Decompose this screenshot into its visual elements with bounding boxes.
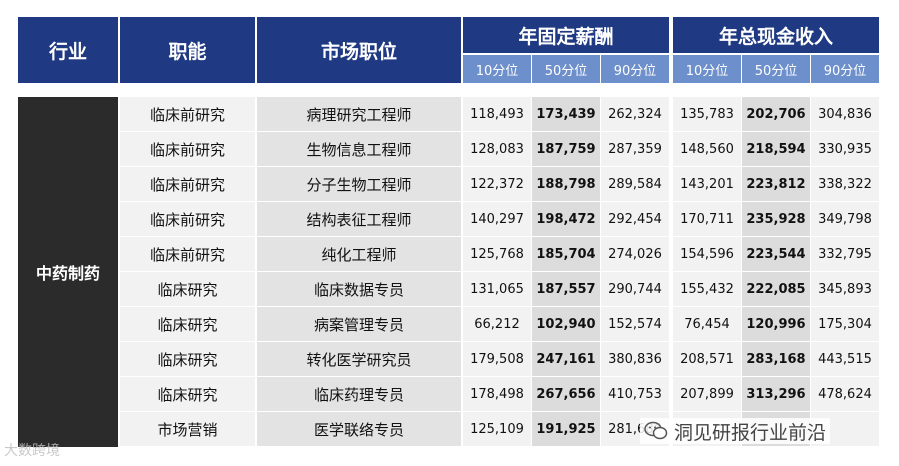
row-fixed-p50: 191,925 — [532, 412, 600, 446]
row-position: 生物信息工程师 — [257, 132, 461, 166]
row-fixed-p50: 187,557 — [532, 272, 600, 306]
watermark-right: 洞见研报行业前沿 — [640, 418, 831, 444]
row-fixed-p50: 267,656 — [532, 377, 600, 411]
row-fixed-p50: 247,161 — [532, 342, 600, 376]
wechat-icon — [644, 421, 668, 440]
row-fixed-p90: 410,753 — [601, 377, 669, 411]
row-fixed-p90: 274,026 — [601, 237, 669, 271]
row-function: 临床研究 — [120, 307, 255, 341]
row-total-p50: 223,812 — [742, 167, 810, 201]
row-fixed-p90: 292,454 — [601, 202, 669, 236]
row-total-p50: 202,706 — [742, 97, 810, 131]
row-total-p10: 76,454 — [673, 307, 741, 341]
watermark-left: 大数跨境 — [4, 443, 60, 459]
watermark-right-text: 洞见研报行业前沿 — [674, 421, 827, 444]
sub-header-total-p10: 10分位 — [673, 55, 741, 83]
header-fixed-pay: 年固定薪酬 — [463, 17, 669, 53]
row-function: 临床前研究 — [120, 202, 255, 236]
header-industry: 行业 — [18, 17, 118, 83]
row-function: 临床前研究 — [120, 132, 255, 166]
row-total-p10: 208,571 — [673, 342, 741, 376]
row-total-p10: 207,899 — [673, 377, 741, 411]
row-fixed-p90: 380,836 — [601, 342, 669, 376]
row-fixed-p90: 262,324 — [601, 97, 669, 131]
header-position: 市场职位 — [257, 17, 461, 83]
row-total-p10: 155,432 — [673, 272, 741, 306]
row-fixed-p10: 140,297 — [463, 202, 531, 236]
row-fixed-p50: 187,759 — [532, 132, 600, 166]
row-function: 市场营销 — [120, 412, 255, 446]
header-total-cash: 年总现金收入 — [673, 17, 879, 53]
row-total-p90: 345,893 — [811, 272, 879, 306]
row-fixed-p10: 66,212 — [463, 307, 531, 341]
row-fixed-p10: 131,065 — [463, 272, 531, 306]
row-fixed-p50: 102,940 — [532, 307, 600, 341]
row-total-p90: 478,624 — [811, 377, 879, 411]
header-function: 职能 — [120, 17, 255, 83]
row-fixed-p50: 188,798 — [532, 167, 600, 201]
row-position: 纯化工程师 — [257, 237, 461, 271]
row-fixed-p10: 178,498 — [463, 377, 531, 411]
row-total-p10: 143,201 — [673, 167, 741, 201]
row-position: 医学联络专员 — [257, 412, 461, 446]
row-total-p10: 135,783 — [673, 97, 741, 131]
row-position: 临床数据专员 — [257, 272, 461, 306]
sub-header-fixed-p90: 90分位 — [601, 55, 669, 83]
row-total-p50: 120,996 — [742, 307, 810, 341]
row-fixed-p10: 125,109 — [463, 412, 531, 446]
row-function: 临床前研究 — [120, 167, 255, 201]
row-function: 临床研究 — [120, 342, 255, 376]
row-fixed-p90: 152,574 — [601, 307, 669, 341]
row-total-p10: 170,711 — [673, 202, 741, 236]
row-position: 病理研究工程师 — [257, 97, 461, 131]
sub-header-total-p50: 50分位 — [742, 55, 810, 83]
row-total-p50: 235,928 — [742, 202, 810, 236]
row-total-p90: 304,836 — [811, 97, 879, 131]
row-fixed-p50: 173,439 — [532, 97, 600, 131]
row-total-p90: 175,304 — [811, 307, 879, 341]
row-position: 临床药理专员 — [257, 377, 461, 411]
row-total-p50: 222,085 — [742, 272, 810, 306]
row-total-p90: 330,935 — [811, 132, 879, 166]
row-fixed-p90: 287,359 — [601, 132, 669, 166]
row-position: 分子生物工程师 — [257, 167, 461, 201]
row-fixed-p50: 198,472 — [532, 202, 600, 236]
row-position: 病案管理专员 — [257, 307, 461, 341]
row-position: 结构表征工程师 — [257, 202, 461, 236]
industry-cell: 中药制药 — [18, 97, 118, 447]
row-position: 转化医学研究员 — [257, 342, 461, 376]
row-total-p90: 349,798 — [811, 202, 879, 236]
row-fixed-p50: 185,704 — [532, 237, 600, 271]
row-total-p50: 223,544 — [742, 237, 810, 271]
sub-header-total-p90: 90分位 — [811, 55, 879, 83]
row-fixed-p90: 290,744 — [601, 272, 669, 306]
row-fixed-p10: 128,083 — [463, 132, 531, 166]
sub-header-fixed-p50: 50分位 — [532, 55, 600, 83]
row-total-p10: 148,560 — [673, 132, 741, 166]
row-function: 临床前研究 — [120, 97, 255, 131]
row-fixed-p10: 122,372 — [463, 167, 531, 201]
row-total-p10: 154,596 — [673, 237, 741, 271]
row-function: 临床研究 — [120, 377, 255, 411]
row-function: 临床研究 — [120, 272, 255, 306]
row-total-p50: 313,296 — [742, 377, 810, 411]
sub-header-fixed-p10: 10分位 — [463, 55, 531, 83]
row-total-p90: 443,515 — [811, 342, 879, 376]
row-function: 临床前研究 — [120, 237, 255, 271]
row-fixed-p90: 289,584 — [601, 167, 669, 201]
row-fixed-p10: 179,508 — [463, 342, 531, 376]
row-fixed-p10: 118,493 — [463, 97, 531, 131]
row-total-p50: 218,594 — [742, 132, 810, 166]
row-total-p50: 283,168 — [742, 342, 810, 376]
row-total-p90: 332,795 — [811, 237, 879, 271]
row-total-p90: 338,322 — [811, 167, 879, 201]
row-fixed-p10: 125,768 — [463, 237, 531, 271]
